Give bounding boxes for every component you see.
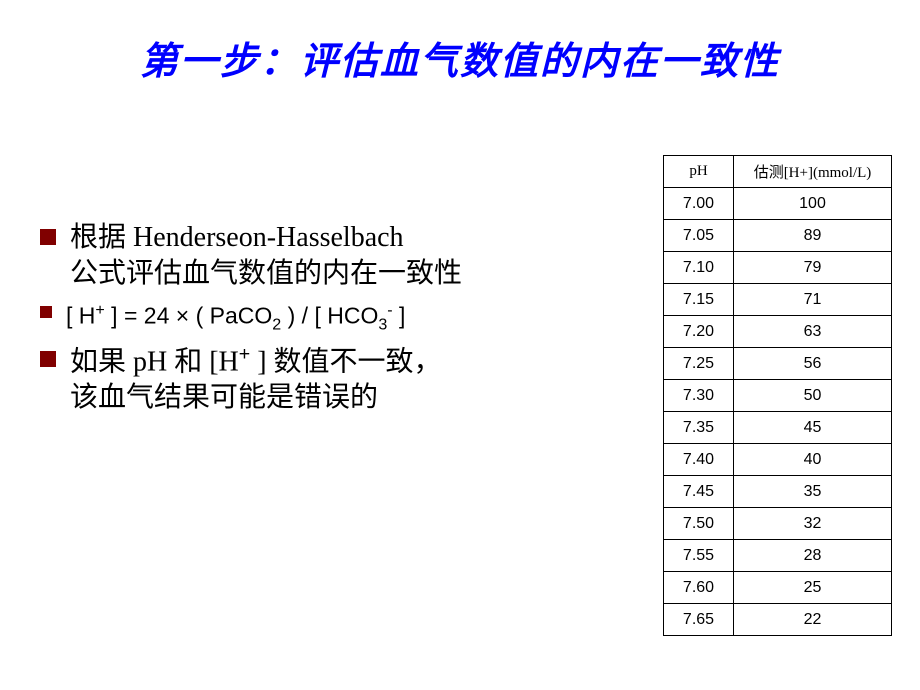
bullet-icon <box>40 351 56 367</box>
bullet-1-line2: 公式评估血气数值的内在一致性 <box>70 258 462 289</box>
table-row: 7.6522 <box>664 604 892 636</box>
subscript-3: 3 <box>378 315 387 333</box>
cell-h: 100 <box>734 188 892 220</box>
formula-part: ] = 24 × ( PaCO <box>105 302 272 328</box>
table-row: 7.1079 <box>664 252 892 284</box>
table-row: 7.3050 <box>664 380 892 412</box>
text-part: ] 数值不一致， <box>250 346 441 377</box>
table-row: 7.0589 <box>664 220 892 252</box>
table-row: 7.00100 <box>664 188 892 220</box>
cell-h: 25 <box>734 572 892 604</box>
cell-h: 22 <box>734 604 892 636</box>
bullet-icon <box>40 306 52 318</box>
formula-part: ) / [ HCO <box>281 302 378 328</box>
cell-h: 45 <box>734 412 892 444</box>
content-area: 根据 Henderseon-Hasselbach 公式评估血气数值的内在一致性 … <box>40 220 520 423</box>
cell-h: 40 <box>734 444 892 476</box>
cell-h: 35 <box>734 476 892 508</box>
cell-ph: 7.00 <box>664 188 734 220</box>
superscript-plus: + <box>95 301 104 319</box>
header-h: 估测[H+](mmol/L) <box>734 156 892 188</box>
cell-ph: 7.30 <box>664 380 734 412</box>
formula-part: ] <box>393 302 406 328</box>
bullet-icon <box>40 229 56 245</box>
bullet-3-line2: 该血气结果可能是错误的 <box>70 382 378 413</box>
formula-part: [ H <box>66 302 95 328</box>
cell-ph: 7.50 <box>664 508 734 540</box>
table-row: 7.2063 <box>664 316 892 348</box>
table-row: 7.5528 <box>664 540 892 572</box>
cell-h: 79 <box>734 252 892 284</box>
text-part: 如果 pH 和 [H <box>70 346 239 377</box>
table-header-row: pH 估测[H+](mmol/L) <box>664 156 892 188</box>
cell-ph: 7.10 <box>664 252 734 284</box>
superscript-plus: + <box>239 343 250 365</box>
table-body: 7.001007.05897.10797.15717.20637.25567.3… <box>664 188 892 636</box>
cell-h: 32 <box>734 508 892 540</box>
bullet-item-1: 根据 Henderseon-Hasselbach 公式评估血气数值的内在一致性 <box>40 220 520 293</box>
cell-ph: 7.45 <box>664 476 734 508</box>
cell-ph: 7.25 <box>664 348 734 380</box>
bullet-item-3: 如果 pH 和 [H+ ] 数值不一致， 该血气结果可能是错误的 <box>40 342 520 417</box>
table-row: 7.4535 <box>664 476 892 508</box>
slide-title: 第一步：评估血气数值的内在一致性 <box>0 0 920 85</box>
cell-ph: 7.65 <box>664 604 734 636</box>
cell-ph: 7.05 <box>664 220 734 252</box>
cell-h: 71 <box>734 284 892 316</box>
bullet-item-2: [ H+ ] = 24 × ( PaCO2 ) / [ HCO3- ] <box>40 299 520 336</box>
cell-ph: 7.15 <box>664 284 734 316</box>
cell-ph: 7.60 <box>664 572 734 604</box>
subscript-2: 2 <box>272 315 281 333</box>
cell-ph: 7.20 <box>664 316 734 348</box>
bullet-2-text: [ H+ ] = 24 × ( PaCO2 ) / [ HCO3- ] <box>66 299 405 336</box>
bullet-1-line1: 根据 Henderseon-Hasselbach <box>70 222 404 253</box>
table-row: 7.4040 <box>664 444 892 476</box>
cell-h: 50 <box>734 380 892 412</box>
cell-h: 89 <box>734 220 892 252</box>
cell-h: 63 <box>734 316 892 348</box>
table-row: 7.3545 <box>664 412 892 444</box>
table-row: 7.1571 <box>664 284 892 316</box>
cell-h: 56 <box>734 348 892 380</box>
table-row: 7.6025 <box>664 572 892 604</box>
bullet-1-text: 根据 Henderseon-Hasselbach 公式评估血气数值的内在一致性 <box>70 220 462 293</box>
cell-h: 28 <box>734 540 892 572</box>
header-ph: pH <box>664 156 734 188</box>
cell-ph: 7.35 <box>664 412 734 444</box>
ph-h-table: pH 估测[H+](mmol/L) 7.001007.05897.10797.1… <box>663 155 892 636</box>
cell-ph: 7.55 <box>664 540 734 572</box>
table-row: 7.2556 <box>664 348 892 380</box>
table-row: 7.5032 <box>664 508 892 540</box>
ph-table-container: pH 估测[H+](mmol/L) 7.001007.05897.10797.1… <box>663 155 892 636</box>
bullet-3-text: 如果 pH 和 [H+ ] 数值不一致， 该血气结果可能是错误的 <box>70 342 442 417</box>
cell-ph: 7.40 <box>664 444 734 476</box>
